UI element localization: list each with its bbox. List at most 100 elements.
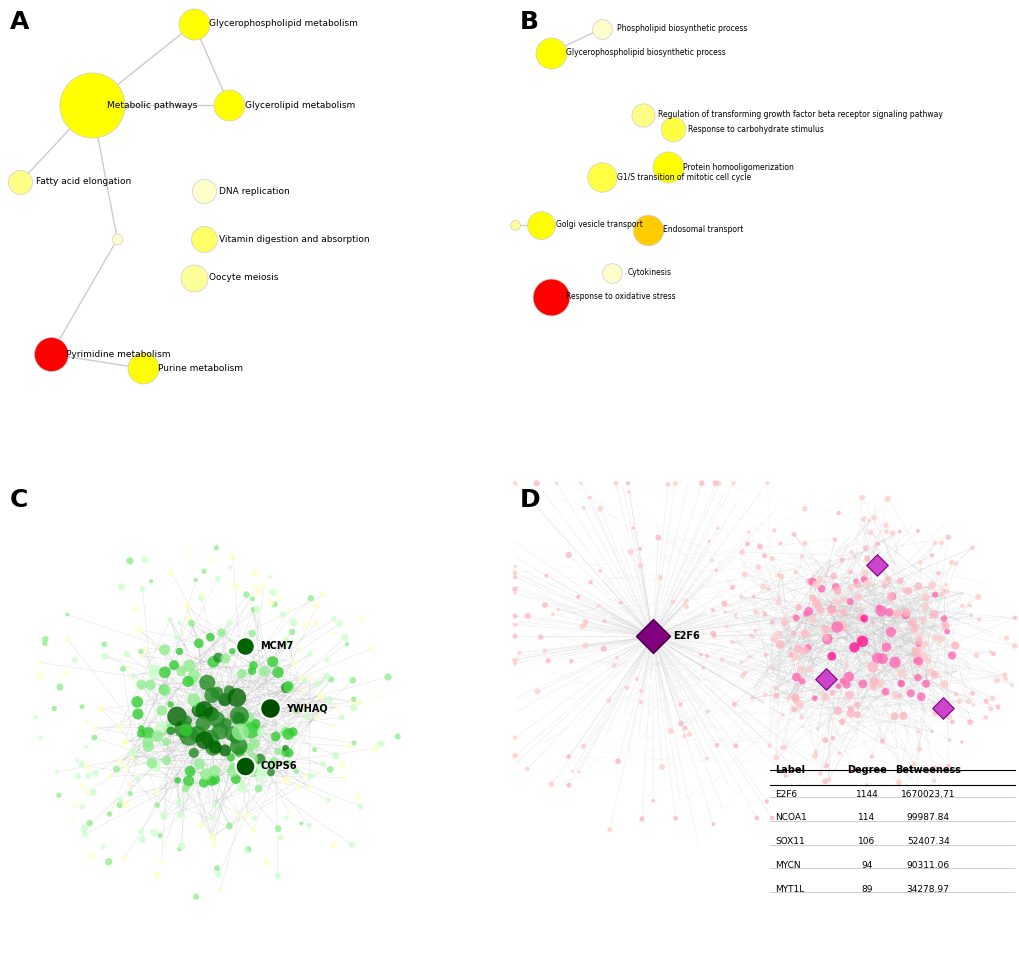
Point (181, 658, 198, 674)
Point (796, 501, 812, 516)
Point (224, 764, 240, 779)
Point (292, 815, 309, 831)
Point (756, 687, 772, 702)
Point (327, 748, 343, 764)
Point (814, 757, 830, 772)
Text: Vitamin digestion and absorption: Vitamin digestion and absorption (219, 234, 370, 244)
Point (716, 632, 733, 647)
Point (970, 612, 986, 627)
Point (74, 778, 91, 793)
Point (82, 815, 98, 831)
Point (807, 577, 823, 592)
Point (902, 760, 918, 775)
Point (827, 579, 844, 594)
Point (1006, 638, 1019, 654)
Point (183, 673, 200, 688)
Point (147, 662, 163, 678)
Point (270, 821, 286, 836)
Point (198, 767, 214, 782)
Point (708, 738, 725, 753)
Point (178, 723, 195, 738)
Point (932, 535, 949, 550)
Point (700, 534, 716, 549)
Point (882, 624, 899, 639)
Point (905, 756, 921, 771)
Point (178, 599, 195, 614)
Point (12, 174, 29, 189)
Point (907, 654, 923, 669)
Point (228, 578, 245, 593)
Point (834, 619, 850, 634)
Point (628, 672, 644, 687)
Point (232, 808, 249, 823)
Point (662, 723, 679, 739)
Point (653, 760, 669, 775)
Point (672, 697, 688, 712)
Point (506, 756, 523, 771)
Point (783, 693, 799, 708)
Point (536, 643, 552, 658)
Point (178, 713, 195, 728)
Point (1006, 610, 1019, 625)
Point (907, 760, 923, 775)
Point (544, 607, 560, 622)
Point (639, 222, 655, 237)
Text: Purine metabolism: Purine metabolism (158, 364, 243, 373)
Point (278, 680, 294, 696)
Point (1004, 678, 1019, 693)
Point (239, 842, 256, 857)
Point (934, 696, 951, 711)
Point (338, 636, 355, 652)
Point (51, 788, 67, 803)
Point (319, 668, 335, 683)
Point (345, 692, 362, 707)
Point (336, 630, 353, 645)
Point (837, 680, 853, 696)
Point (775, 615, 792, 631)
Text: Pyrimidine metabolism: Pyrimidine metabolism (66, 349, 170, 359)
Point (826, 594, 843, 610)
Point (828, 583, 845, 598)
Point (893, 665, 909, 680)
Point (191, 701, 207, 716)
Point (299, 700, 315, 715)
Point (943, 555, 959, 570)
Point (680, 476, 696, 491)
Point (964, 587, 980, 602)
Point (811, 602, 827, 617)
Text: 106: 106 (858, 837, 874, 846)
Text: Golgi vesicle transport: Golgi vesicle transport (555, 220, 642, 230)
Point (180, 612, 197, 627)
Point (923, 578, 940, 593)
Point (66, 653, 83, 668)
Point (748, 811, 764, 826)
Point (931, 632, 948, 647)
Point (244, 626, 260, 641)
Point (290, 779, 307, 794)
Point (760, 698, 776, 713)
Point (760, 738, 776, 753)
Point (157, 837, 173, 853)
Point (539, 653, 555, 668)
Point (315, 756, 331, 771)
Point (212, 723, 228, 739)
Point (796, 643, 812, 658)
Point (112, 792, 128, 808)
Point (245, 764, 261, 779)
Point (101, 854, 117, 869)
Point (907, 780, 923, 795)
Point (804, 590, 820, 606)
Point (127, 601, 144, 616)
Point (716, 604, 733, 619)
Point (321, 692, 337, 707)
Point (532, 630, 548, 645)
Point (698, 750, 714, 766)
Point (622, 544, 638, 559)
Point (171, 794, 187, 810)
Point (259, 856, 275, 871)
Point (325, 627, 341, 642)
Point (850, 515, 866, 530)
Point (132, 824, 149, 839)
Point (835, 605, 851, 620)
Point (340, 739, 357, 754)
